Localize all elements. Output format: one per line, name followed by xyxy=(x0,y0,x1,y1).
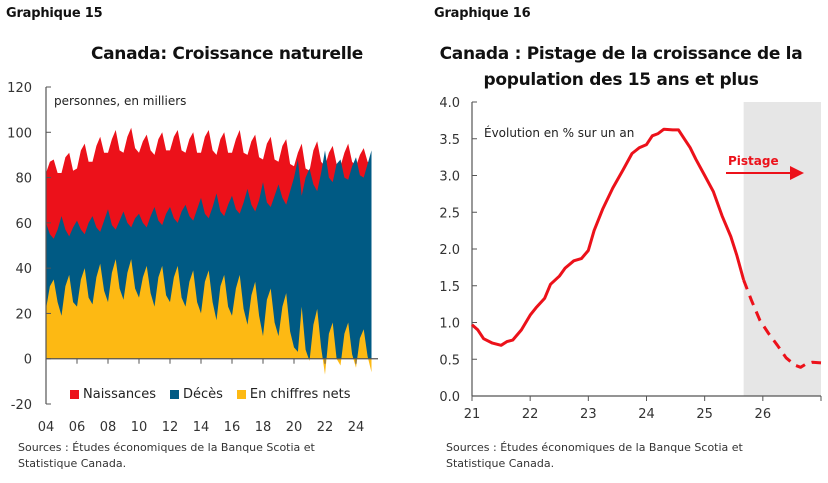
y-tick-label: 3.5 xyxy=(439,133,460,148)
line-series-actual xyxy=(470,127,746,347)
source-line: Statistique Canada. xyxy=(446,457,555,470)
y-tick-label: 120 xyxy=(7,81,32,96)
chart-title-line: Canada : Pistage de la croissance de la xyxy=(439,44,803,64)
y-tick-label: 1.0 xyxy=(439,317,460,332)
chart-label: Graphique 16 xyxy=(434,6,531,21)
legend-swatch-blue xyxy=(169,390,179,399)
legend-item-nets: En chiffres nets xyxy=(236,387,351,402)
y-tick-label: -20 xyxy=(11,398,32,413)
y-tick-label: 2.0 xyxy=(439,243,460,258)
area-series-nets xyxy=(46,259,372,375)
source-line: Sources : Études économiques de la Banqu… xyxy=(18,441,315,454)
source-line: Sources : Études économiques de la Banqu… xyxy=(446,441,743,454)
x-tick-label: 24 xyxy=(348,420,365,435)
chart-title: Canada: Croissance naturelle xyxy=(90,44,364,64)
y-tick-label: 1.5 xyxy=(439,280,460,295)
y-tick-label: 2.5 xyxy=(439,206,460,221)
source-line: Statistique Canada. xyxy=(18,457,127,470)
line-series-pistage xyxy=(742,279,822,369)
x-tick-label: 04 xyxy=(38,420,55,435)
x-tick-label: 16 xyxy=(224,420,241,435)
x-tick-label: 24 xyxy=(638,407,655,422)
x-tick-label: 10 xyxy=(131,420,148,435)
chart-legend: Naissances Décès En chiffres nets xyxy=(70,387,351,402)
chart-panel-graphique-15: Graphique 15 Canada: Croissance naturell… xyxy=(6,6,378,472)
legend-label: Décès xyxy=(182,387,223,402)
x-tick-label: 12 xyxy=(162,420,179,435)
x-tick-label: 22 xyxy=(317,420,334,435)
pistage-callout-label: Pistage xyxy=(728,154,779,168)
pistage-arrow-head-icon xyxy=(790,166,804,180)
chart-title-line: population des 15 ans et plus xyxy=(483,70,759,90)
y-tick-label: 60 xyxy=(15,217,32,232)
legend-label: Naissances xyxy=(83,387,156,402)
x-tick-label: 08 xyxy=(100,420,117,435)
x-tick-label: 22 xyxy=(522,407,539,422)
tracking-shaded-region xyxy=(743,102,821,396)
chart-source: Sources : Études économiques de la Banqu… xyxy=(446,440,826,472)
x-tick-label: 06 xyxy=(69,420,86,435)
x-tick-label: 25 xyxy=(696,407,713,422)
x-tick-label: 21 xyxy=(464,407,481,422)
x-tick-label: 23 xyxy=(580,407,597,422)
chart-source: Sources : Études économiques de la Banqu… xyxy=(18,440,378,472)
chart-title: Canada : Pistage de la croissance de la … xyxy=(414,41,828,93)
y-tick-label: 0 xyxy=(24,353,32,368)
y-tick-label: 20 xyxy=(15,307,32,322)
legend-item-deces: Décès xyxy=(169,387,223,402)
y-tick-label: 40 xyxy=(15,262,32,277)
y-tick-label: 100 xyxy=(7,126,32,141)
legend-item-naissances: Naissances xyxy=(70,387,156,402)
legend-swatch-red xyxy=(70,390,79,399)
y-tick-label: 4.0 xyxy=(439,96,460,111)
chart-label: Graphique 15 xyxy=(6,6,103,21)
legend-swatch-yellow xyxy=(236,390,246,399)
x-tick-label: 26 xyxy=(755,407,772,422)
legend-label: En chiffres nets xyxy=(249,387,351,402)
y-tick-label: 80 xyxy=(15,172,32,187)
x-tick-label: 20 xyxy=(286,420,303,435)
x-tick-label: 14 xyxy=(193,420,210,435)
unit-annotation: Évolution en % sur un an xyxy=(484,125,634,140)
chart-15-plot: 120 100 80 60 40 20 0 -20 04 06 08 10 12 14 16 18 20 22 24… xyxy=(7,81,378,435)
x-tick-label: 18 xyxy=(255,420,272,435)
chart-16-plot: 4.0 3.5 3.0 2.5 2.0 1.5 1.0 0.5 0.0 21 22 23 24 25 26 É… xyxy=(439,96,822,422)
unit-annotation: personnes, en milliers xyxy=(54,94,186,108)
chart-panel-graphique-16: Graphique 16 Canada : Pistage de la croi… xyxy=(414,0,828,483)
y-tick-label: 0.5 xyxy=(439,353,460,368)
y-tick-label: 3.0 xyxy=(439,170,460,185)
y-tick-label: 0.0 xyxy=(439,390,460,405)
